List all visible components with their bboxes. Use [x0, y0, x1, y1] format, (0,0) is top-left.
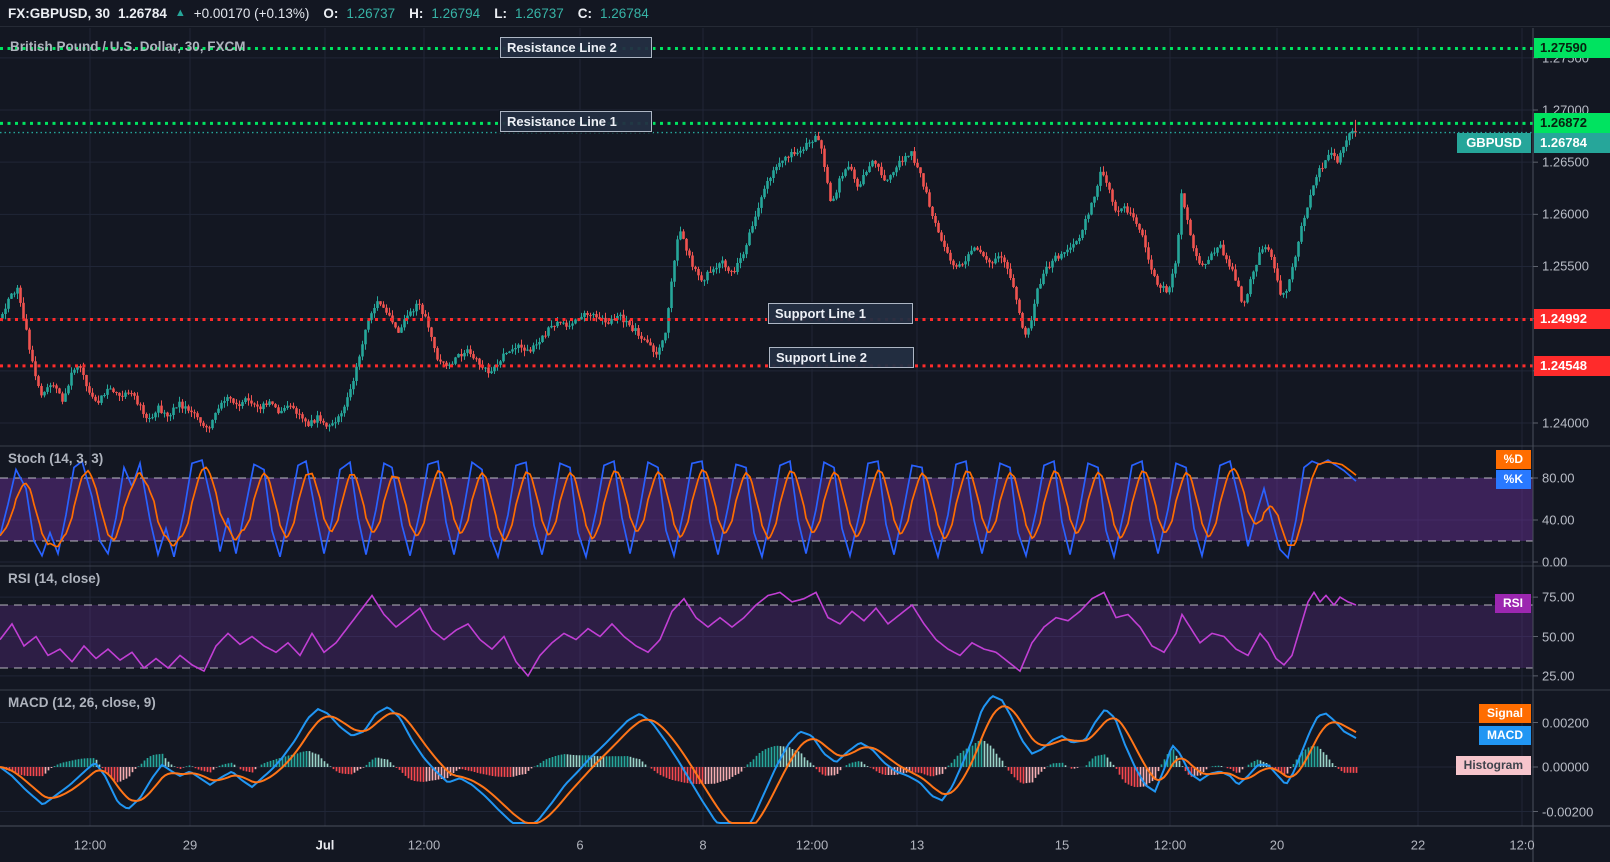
price-tick-label: 1.26000	[1542, 206, 1589, 222]
time-tick-label: 15	[1054, 837, 1070, 853]
close-label: C:	[577, 5, 593, 21]
support-line-2-label[interactable]: Support Line 2	[769, 346, 914, 368]
up-arrow-icon: ▲	[174, 7, 186, 19]
stoch-tick-label: 0.00	[1542, 554, 1568, 570]
support-line-1-label[interactable]: Support Line 1	[768, 303, 913, 325]
rsi-tick-label: 25.00	[1542, 668, 1575, 684]
rsi-tick-label: 75.00	[1542, 589, 1575, 605]
macd-tick-label: 0.00200	[1542, 715, 1589, 730]
support-2-price-label: 1.24548	[1534, 355, 1610, 376]
macd-line-tag: MACD	[1479, 726, 1531, 745]
time-tick-label: 12:00	[1153, 837, 1187, 853]
support-1-price-label: 1.24992	[1534, 309, 1610, 330]
stoch-tick-label: 80.00	[1542, 470, 1575, 486]
low-value: 1.26737	[514, 5, 564, 21]
price-change: +0.00170 (+0.13%)	[193, 5, 310, 21]
resistance-line-1-label[interactable]: Resistance Line 1	[500, 111, 652, 133]
price-tick-label: 1.26500	[1542, 154, 1589, 170]
open-label: O:	[323, 5, 339, 21]
symbol-price-tag: GBPUSD	[1457, 133, 1531, 154]
time-tick-label: 12:00	[795, 837, 829, 853]
resistance-line-2-label[interactable]: Resistance Line 2	[500, 37, 652, 59]
symbol-title[interactable]: FX:GBPUSD, 30	[8, 5, 111, 21]
last-price: 1.26784	[118, 5, 167, 21]
symbol-info-bar: FX:GBPUSD, 30 1.26784 ▲ +0.00170 (+0.13%…	[0, 0, 1610, 27]
close-value: 1.26784	[600, 5, 649, 21]
time-tick-label: 20	[1269, 837, 1285, 853]
price-tick-label: 1.25500	[1542, 258, 1589, 274]
price-tick-label: 1.24000	[1542, 415, 1589, 431]
time-tick-label: 12:0	[1509, 837, 1535, 853]
rsi-pane-title[interactable]: RSI (14, close)	[8, 571, 101, 586]
time-tick-label: 12:00	[407, 837, 441, 853]
macd-tick-label: -0.00200	[1542, 804, 1594, 819]
stoch-pane-title[interactable]: Stoch (14, 3, 3)	[8, 451, 104, 466]
time-tick-label: Jul	[315, 837, 335, 853]
high-value: 1.26794	[431, 5, 481, 21]
time-tick-label: 13	[909, 837, 925, 853]
time-tick-label: 29	[182, 837, 198, 853]
time-tick-label: 22	[1410, 837, 1426, 853]
stoch-percent-d-tag: %D	[1495, 450, 1531, 469]
macd-signal-tag: Signal	[1478, 704, 1531, 723]
stoch-percent-k-tag: %K	[1495, 470, 1531, 489]
open-value: 1.26737	[346, 5, 396, 21]
chart-title: British Pound / U.S. Dollar, 30, FXCM	[10, 39, 246, 54]
current-price-label: 1.26784	[1534, 133, 1610, 154]
macd-pane-title[interactable]: MACD (12, 26, close, 9)	[8, 695, 156, 710]
stoch-tick-label: 40.00	[1542, 512, 1575, 528]
macd-tick-label: 0.00000	[1542, 759, 1589, 775]
time-tick-label: 8	[699, 837, 707, 853]
resistance-1-price-label: 1.26872	[1534, 113, 1610, 134]
time-tick-label: 12:00	[73, 837, 107, 853]
high-label: H:	[409, 5, 424, 21]
macd-histogram-tag: Histogram	[1455, 756, 1531, 775]
resistance-2-price-label: 1.27590	[1534, 38, 1610, 59]
time-tick-label: 6	[576, 837, 584, 853]
rsi-tag: RSI	[1494, 594, 1531, 613]
low-label: L:	[494, 5, 507, 21]
rsi-tick-label: 50.00	[1542, 629, 1575, 644]
